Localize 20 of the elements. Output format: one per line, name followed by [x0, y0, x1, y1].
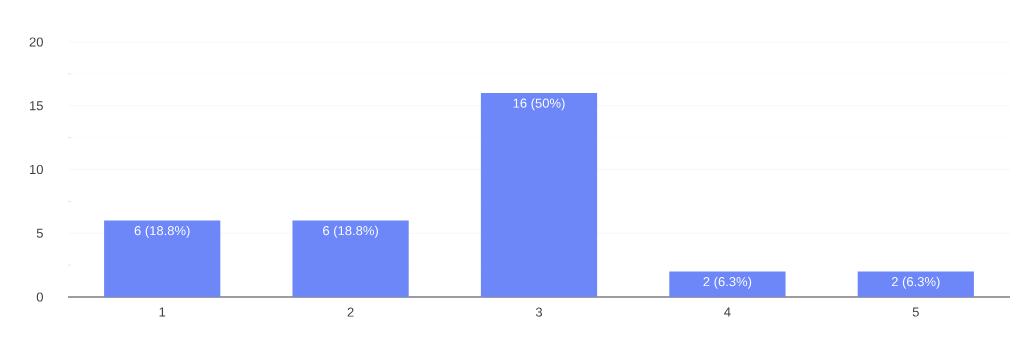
- bar: [480, 93, 598, 297]
- data-label: 16 (50%): [513, 98, 565, 111]
- data-label: 2 (6.3%): [891, 276, 940, 289]
- x-tick-label: 5: [912, 307, 919, 317]
- y-tick-label: 5: [36, 228, 43, 238]
- x-tick-label: 2: [347, 307, 354, 317]
- y-tick-label: 0: [36, 292, 43, 302]
- y-tick-label: 10: [30, 164, 43, 175]
- bar: [104, 220, 221, 297]
- y-tick-label: 15: [30, 101, 43, 111]
- x-tick-label: 3: [535, 307, 543, 317]
- data-label: 2 (6.3%): [703, 276, 752, 289]
- bar: [292, 220, 409, 297]
- y-tick-label: 20: [29, 37, 43, 47]
- x-tick-label: 1: [159, 307, 166, 317]
- data-label: 6 (18.8%): [134, 225, 190, 238]
- bar: [669, 271, 786, 297]
- data-label: 6 (18.8%): [323, 225, 378, 238]
- bar: [857, 271, 974, 297]
- x-tick-label: 4: [724, 307, 731, 317]
